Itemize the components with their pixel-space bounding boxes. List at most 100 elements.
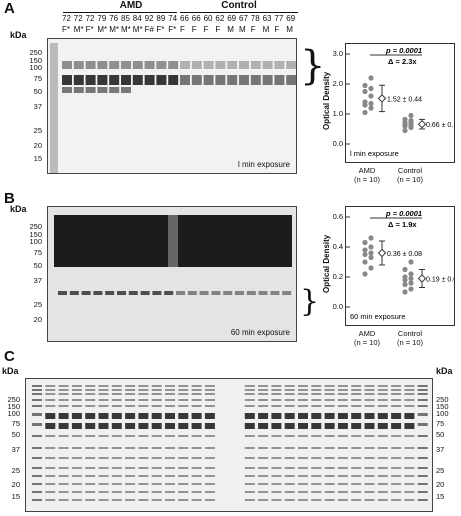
gel-c-band [337,399,348,401]
gel-c-band [298,475,308,477]
gel-c-band [364,475,375,477]
gel-c-band [417,435,428,437]
gel-c-band [417,467,428,469]
gel-c-band [351,447,362,449]
gel-c-band [284,385,295,387]
gel-c-band [165,393,175,395]
gel-c-band [32,491,42,493]
gel-c-band [151,447,162,449]
band-b-25-15 [235,291,244,295]
marker-c-37: 37 [11,444,20,454]
group-amd-bar [63,12,177,13]
gel-c-band [284,405,295,407]
gel-c-band [364,405,375,407]
chart-a-n-amd: (n = 10) [353,175,381,184]
point-1-0 [402,127,408,134]
gel-c-band [138,475,149,477]
gel-c-band [32,499,42,501]
gel-c-band [125,413,136,419]
mean-marker-1 [417,274,427,283]
band-a-75-9 [168,75,179,85]
gel-c-band [204,457,215,459]
gel-c-band [98,475,109,477]
smear-gap-b [168,215,178,267]
band-a-upper-1 [73,61,84,69]
gel-c-band [404,467,415,469]
point-0-2 [362,259,368,265]
gel-c-band [298,457,308,459]
gel-c-band [351,393,362,395]
gel-c-band [32,435,42,437]
point-1-2 [402,281,408,288]
band-a-upper-10 [180,61,190,69]
gel-c-band [417,499,428,501]
gel-c-band [298,435,308,437]
gel-c-band [138,483,149,485]
gel-c-band [284,393,295,395]
band-a-75-19 [286,75,296,85]
gel-c-band [138,423,149,429]
gel-c-band [337,413,348,419]
gel-c-band [311,389,322,391]
gel-c-band [85,399,96,401]
gel-c-band [45,393,56,395]
gel-c-band [284,399,295,401]
gel-c-band [98,413,109,419]
gel-c-band [271,413,282,419]
gel-c-band [45,385,56,387]
gel-c-band [191,475,202,477]
gel-c-band [258,499,269,501]
band-b-25-4 [105,291,115,295]
gel-c-band [151,423,162,429]
gel-c-band [244,423,255,429]
y-tick-label-1: 1.0 [332,109,343,118]
gel-c-band [377,457,388,459]
lane-age-10: 66 [180,14,189,23]
point-0-7 [368,85,374,92]
gel-c-band [377,423,388,429]
gel-c-band [98,483,109,485]
gel-c-band [191,399,202,401]
marker-b-25: 25 [33,299,42,309]
gel-c-band [258,457,269,459]
band-b-25-6 [128,291,138,295]
gel-c-band [364,491,375,493]
point-1-8 [402,266,408,273]
gel-c-band [204,399,215,401]
lane-sex-11: F [191,25,197,34]
gel-c-band [125,447,136,449]
gel-c-band [298,483,308,485]
point-0-8 [362,82,368,89]
gel-c-band [85,435,96,437]
brace-a: } [300,43,326,89]
point-0-6 [362,88,368,95]
gel-c-band [71,435,82,437]
chart-b-ticks: 0.0 0.2 0.4 0.6 [325,206,343,326]
gel-c-band [58,475,69,477]
gel-c-band [165,475,175,477]
gel-c-band [417,405,428,407]
gel-c-band [178,423,189,429]
lane-age-4: 76 [109,14,119,23]
gel-c-band [377,435,388,437]
lane-sex-14: M [227,25,234,34]
band-a-upper-6 [132,61,143,69]
gel-c-band [391,491,402,493]
gel-c-band [58,389,69,391]
gel-c-band [32,475,42,477]
gel-c-band [324,413,335,419]
gel-c-band [364,423,375,429]
gel-c-band [45,389,56,391]
marker-c-100: 100 [436,409,449,419]
marker-a-15: 15 [33,154,42,164]
gel-c-band [151,499,162,501]
band-a-75-0 [62,75,72,85]
gel-c-band [298,405,308,407]
gel-c-band [85,389,96,391]
gel-c-band [151,389,162,391]
band-a-upper-8 [156,61,167,69]
gel-c-band [324,393,335,395]
gel-c-band [244,393,255,395]
gel-c-band [258,393,269,395]
lane-age-11: 66 [191,14,201,23]
